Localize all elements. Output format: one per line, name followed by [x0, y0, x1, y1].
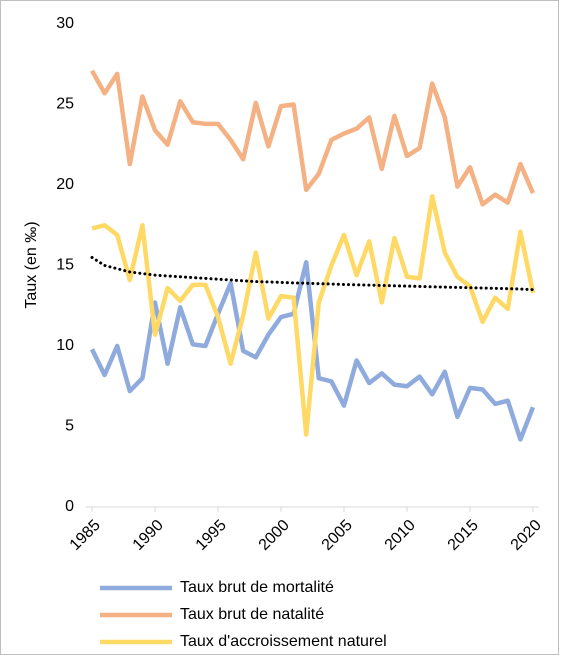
series-line [90, 69, 536, 207]
legend-label: Taux d'accroissement naturel [180, 633, 387, 650]
legend-label: Taux brut de natalité [180, 606, 324, 623]
series-line [91, 194, 536, 437]
y-tick-label: 25 [56, 96, 74, 113]
y-tick-label: 0 [65, 498, 74, 515]
legend-label: Taux brut de mortalité [180, 579, 334, 596]
series-line [89, 260, 536, 442]
y-tick-label: 20 [56, 176, 74, 193]
y-tick-label: 15 [56, 257, 74, 274]
y-tick-label: 10 [56, 337, 74, 354]
y-tick-label: 5 [65, 418, 74, 435]
y-tick-label: 30 [56, 15, 74, 32]
trend-line [90, 255, 535, 292]
y-axis-label: Taux (en ‰) [23, 221, 40, 308]
